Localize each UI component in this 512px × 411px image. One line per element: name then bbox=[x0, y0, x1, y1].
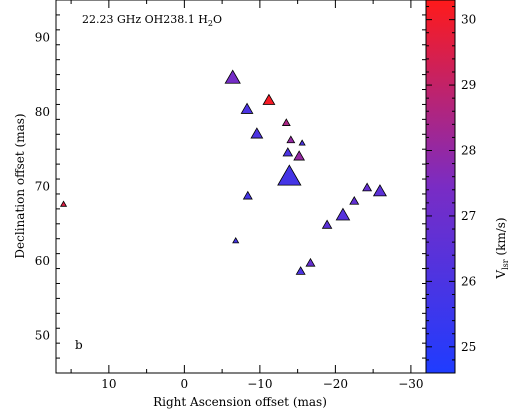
colorbar-tick-label: 27 bbox=[461, 209, 476, 223]
maser-spot-marker bbox=[240, 102, 254, 114]
chart-title: 22.23 GHz OH238.1 H2O bbox=[82, 13, 222, 28]
y-tick-label: 60 bbox=[35, 254, 50, 268]
colorbar-tick-label: 30 bbox=[461, 13, 476, 27]
maser-spot-marker bbox=[305, 257, 316, 267]
colorbar-label-subscript: lsr bbox=[501, 259, 510, 270]
x-tick-label: 10 bbox=[101, 377, 116, 391]
maser-spot-marker bbox=[362, 182, 373, 192]
colorbar-tick-label: 29 bbox=[461, 78, 476, 92]
x-axis-ticks: 10 0 −10 −20 −30 bbox=[70, 0, 424, 391]
colorbar-label: Vlsr (km/s) bbox=[494, 217, 510, 279]
maser-spot-marker bbox=[335, 207, 351, 221]
maser-spot-marker bbox=[295, 266, 306, 275]
y-tick-label: 80 bbox=[35, 105, 50, 119]
colorbar-tick-label: 25 bbox=[461, 340, 476, 354]
maser-spot-marker bbox=[349, 195, 360, 205]
chart-title-text: 22.23 GHz OH238.1 H bbox=[82, 13, 208, 26]
maser-spot-marker bbox=[321, 219, 333, 229]
colorbar-label-main: V bbox=[494, 270, 508, 280]
x-tick-label: 0 bbox=[181, 377, 189, 391]
maser-spot-marker bbox=[59, 200, 68, 207]
y-tick-label: 50 bbox=[35, 329, 50, 343]
maser-spot-marker bbox=[262, 93, 276, 105]
colorbar-ticks: 25 26 27 28 29 30 bbox=[426, 6, 476, 374]
colorbar: 25 26 27 28 29 30 Vlsr (km/s) bbox=[425, 0, 510, 374]
maser-spot-marker bbox=[224, 69, 241, 84]
maser-spot-marker bbox=[282, 147, 294, 157]
maser-spot-marker bbox=[281, 118, 291, 126]
y-tick-label: 70 bbox=[35, 180, 50, 194]
maser-spot-marker bbox=[242, 190, 253, 200]
maser-spot-marker bbox=[286, 135, 296, 144]
colorbar-tick-label: 26 bbox=[461, 274, 476, 288]
maser-spot-marker bbox=[277, 164, 302, 186]
x-tick-label: −20 bbox=[323, 377, 348, 391]
x-tick-label: −30 bbox=[398, 377, 423, 391]
maser-spot-marker bbox=[293, 150, 306, 161]
maser-spot-marker bbox=[232, 237, 240, 244]
colorbar-label-units: (km/s) bbox=[494, 217, 508, 259]
colorbar-tick-label: 28 bbox=[461, 144, 476, 158]
y-axis-label: Declination offset (mas) bbox=[13, 113, 27, 258]
plot-frame bbox=[55, 0, 427, 374]
y-axis-ticks: 50 60 70 80 90 bbox=[35, 0, 426, 374]
x-axis-label: Right Ascension offset (mas) bbox=[153, 395, 327, 409]
y-tick-label: 90 bbox=[35, 30, 50, 44]
maser-spot-marker bbox=[372, 184, 387, 197]
chart-title-end: O bbox=[213, 13, 222, 26]
maser-spot-marker bbox=[250, 127, 264, 139]
x-tick-label: −10 bbox=[247, 377, 272, 391]
panel-label: b bbox=[75, 338, 83, 352]
maser-spot-marker bbox=[298, 139, 306, 146]
chart-title-subscript: 2 bbox=[208, 19, 213, 28]
data-markers bbox=[59, 69, 387, 275]
colorbar-gradient bbox=[425, 0, 456, 374]
